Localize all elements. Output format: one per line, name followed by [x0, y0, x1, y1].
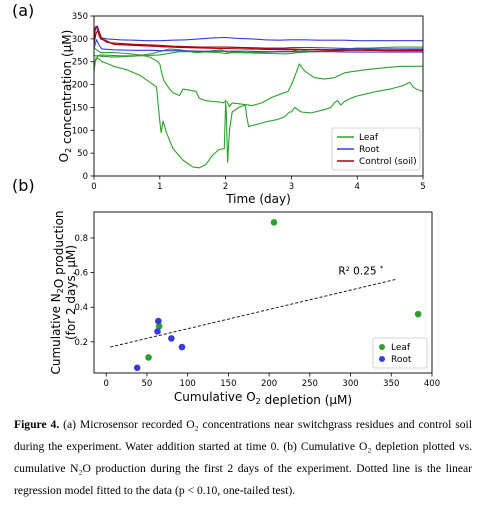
r-squared-annotation: R² 0.25 *: [338, 264, 384, 277]
series-line-control-soil--8: [93, 30, 423, 52]
x-tick-label-a: 0: [91, 182, 96, 192]
legend-label-leaf: Leaf: [391, 343, 411, 353]
plot-frame-b: [93, 211, 433, 374]
data-point-root-0: [133, 364, 141, 372]
y-tick-label-b: 0.6: [74, 269, 88, 279]
x-tick-label-a: 5: [420, 182, 425, 192]
x-tick-label-b: 250: [302, 379, 318, 389]
x-tick-label-a: 2: [223, 182, 228, 192]
data-point-leaf-0: [145, 354, 152, 361]
caption-text: (a) Microsensor recorded O₂ concentratio…: [14, 418, 472, 497]
y-tick-label-b: 0.8: [74, 234, 88, 244]
y-tick-label-a: 350: [72, 12, 88, 22]
series-line-leaf-3: [93, 47, 423, 108]
data-point-root-2: [154, 328, 161, 335]
data-point-root-1: [155, 317, 162, 325]
data-point-root-4: [178, 343, 186, 351]
x-axis-label-a: Time (day): [225, 192, 291, 206]
figure-caption: Figure 4. (a) Microsensor recorded O₂ co…: [14, 414, 472, 502]
caption-label: Figure 4.: [14, 418, 60, 431]
y-tick-label-a: 150: [72, 103, 88, 113]
x-tick-label-a: 3: [289, 182, 294, 192]
data-point-leaf-1: [155, 322, 163, 330]
y-tick-label-a: 100: [72, 126, 88, 136]
legend-label-root: Root: [391, 355, 412, 365]
plot-frame-a: [93, 15, 424, 177]
x-tick-label-b: 50: [142, 379, 153, 389]
data-point-root-3: [168, 335, 175, 342]
y-tick-label-a: 50: [77, 149, 88, 159]
series-line-control-soil--7: [93, 25, 423, 51]
series-line-root-4: [93, 26, 423, 42]
series-line-root-6: [93, 39, 423, 53]
x-tick-label-b: 150: [220, 379, 236, 389]
series-line-leaf-2: [93, 57, 424, 169]
legend-label-leaf: Leaf: [359, 133, 379, 143]
y-tick-label-a: 250: [72, 58, 88, 68]
x-tick-label-a: 1: [157, 182, 162, 192]
x-tick-label-b: 0: [104, 379, 109, 389]
x-tick-label-b: 400: [424, 379, 440, 389]
legend-box-a: [331, 127, 421, 171]
panel-label-a: (a): [12, 1, 34, 20]
x-axis-label-b: Cumulative O2 depletion (µM): [174, 390, 352, 407]
data-point-leaf-3: [414, 310, 422, 318]
y-tick-label-a: 0: [83, 172, 88, 182]
y-axis-label-a: O2 concentration (µM): [57, 30, 74, 163]
x-tick-label-b: 350: [383, 379, 399, 389]
y-tick-label-b: 0.4: [74, 303, 88, 313]
legend-marker-leaf: [379, 344, 385, 350]
legend-marker-root: [379, 356, 385, 362]
legend-label-control-soil-: Control (soil): [359, 157, 417, 167]
x-tick-label-b: 200: [261, 379, 277, 389]
panel-b: (b)R² 0.25 *0 50 100 150 200 250 300 350 4000.20…: [12, 176, 440, 407]
legend-label-root: Root: [359, 145, 380, 155]
x-tick-label-b: 300: [342, 379, 358, 389]
y-tick-label-a: 300: [72, 35, 88, 45]
panel-label-b: (b): [12, 176, 35, 195]
x-tick-label-b: 100: [180, 379, 196, 389]
regression-line: [110, 279, 396, 348]
y-tick-label-b: 0.2: [74, 338, 88, 348]
x-tick-label-a: 4: [354, 182, 359, 192]
y-tick-label-a: 200: [72, 81, 88, 91]
y-axis-label-b-line2: (for 2 days, µM): [64, 245, 78, 340]
y-axis-label-b-line1: Cumulative N2O production: [49, 210, 66, 374]
legend-box-b: [372, 337, 428, 369]
data-point-leaf-2: [270, 219, 278, 226]
